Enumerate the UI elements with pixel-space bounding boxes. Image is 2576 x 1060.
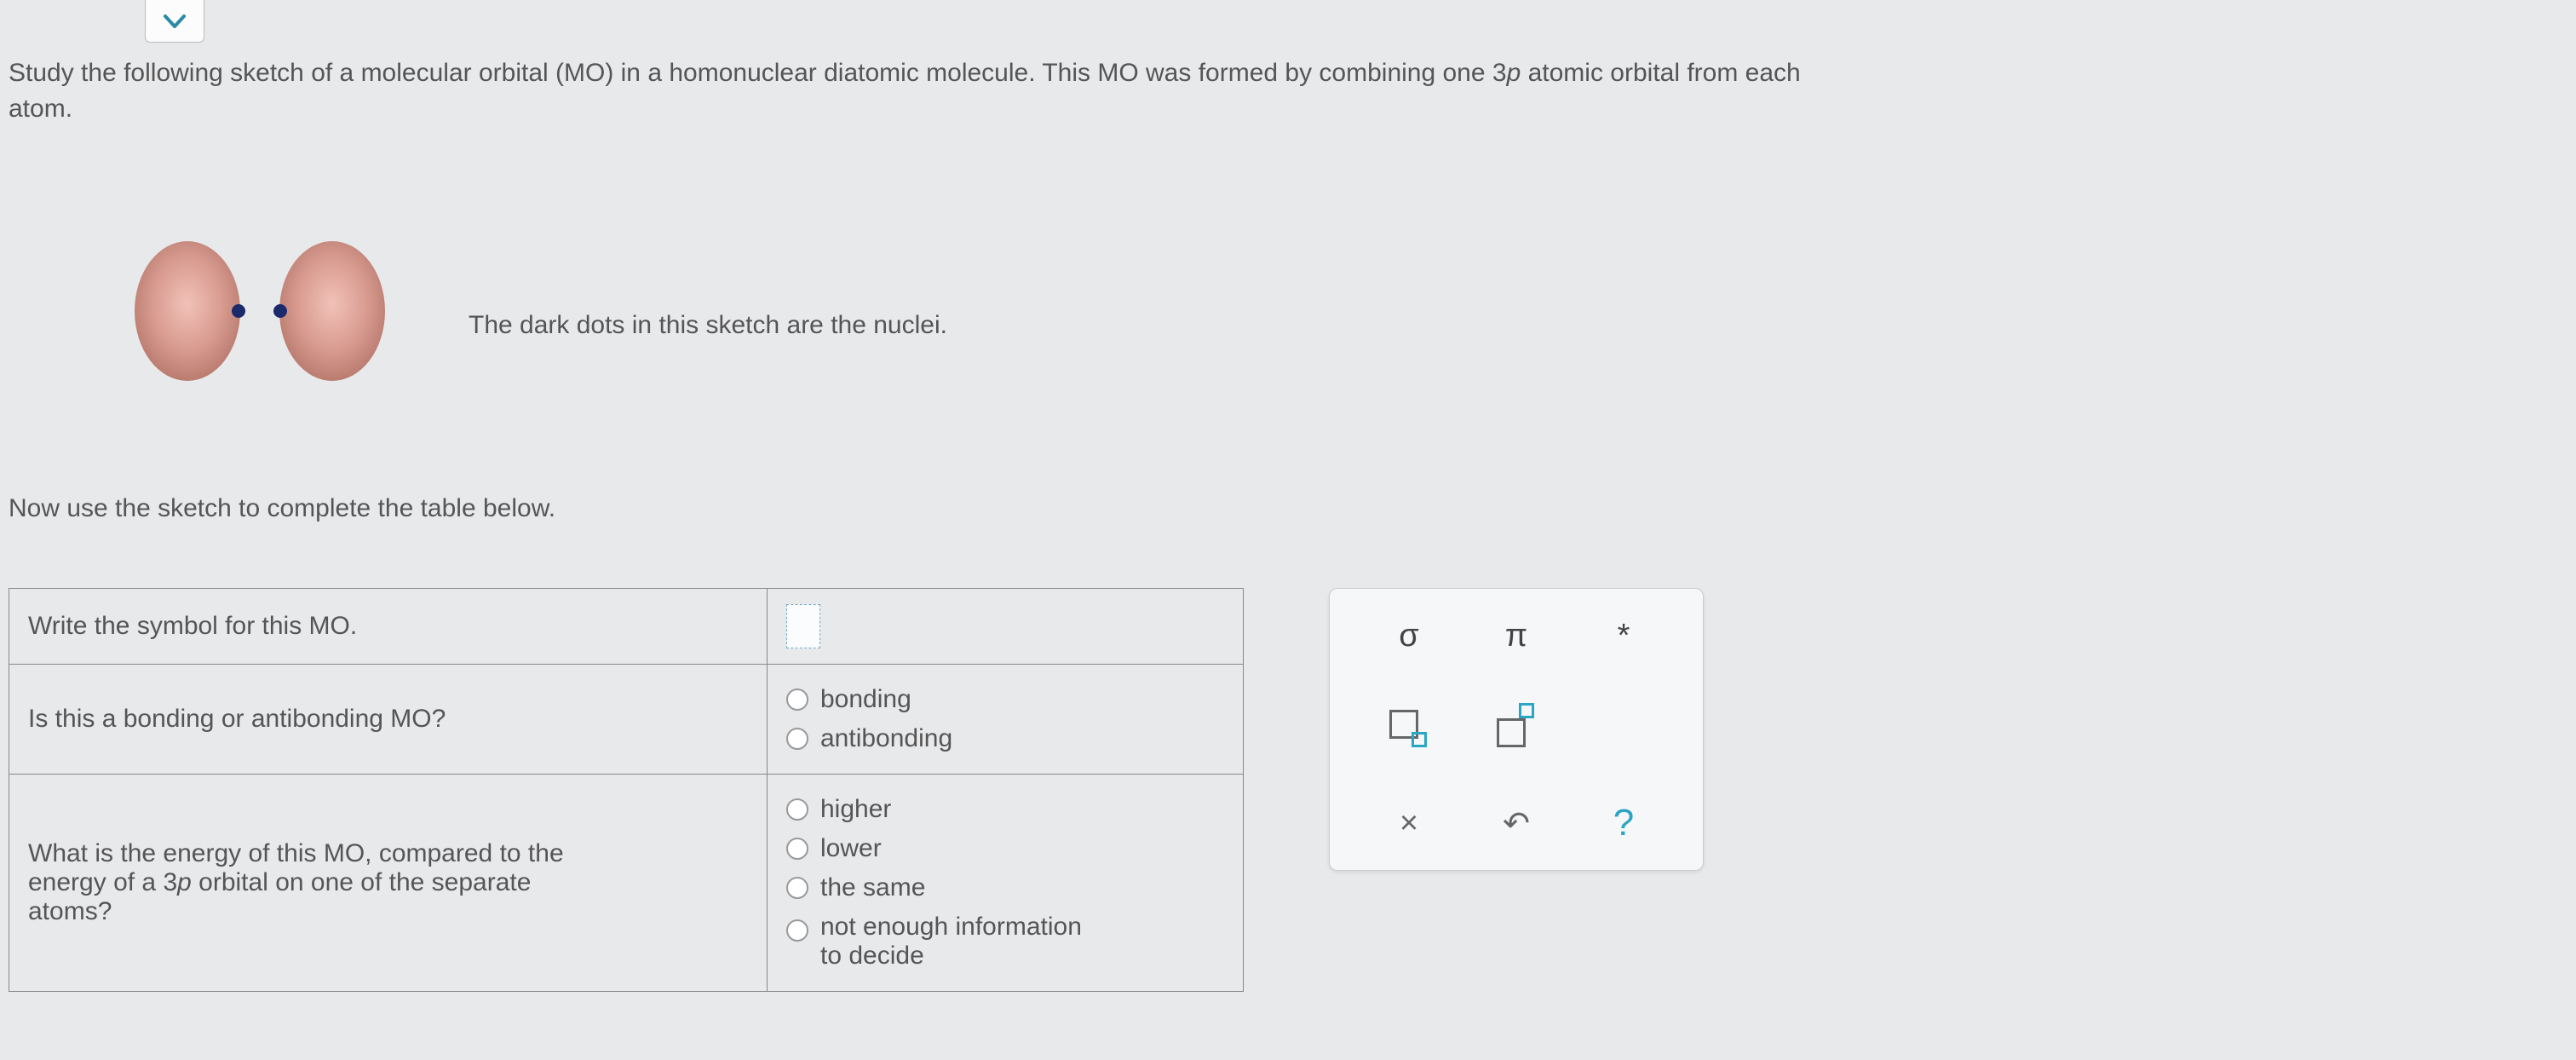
prompt-line2: atom. bbox=[9, 95, 72, 123]
table-row: Write the symbol for this MO. bbox=[9, 589, 1244, 665]
x-icon: × bbox=[1400, 805, 1418, 842]
chevron-down-icon bbox=[162, 13, 187, 30]
q2-answer-cell: bonding antibonding bbox=[768, 665, 1244, 775]
q2-label: Is this a bonding or antibonding MO? bbox=[9, 665, 768, 775]
undo-icon: ↶ bbox=[1503, 804, 1530, 843]
q3-option-same[interactable]: the same bbox=[786, 868, 1224, 907]
subscript-icon bbox=[1389, 710, 1429, 749]
palette-clear-button[interactable]: × bbox=[1379, 802, 1439, 844]
option-label-line1: not enough information bbox=[820, 913, 1082, 941]
orbital-sketch bbox=[119, 226, 409, 396]
palette-pi-button[interactable]: π bbox=[1486, 614, 1546, 657]
answer-table: Write the symbol for this MO. Is this a … bbox=[9, 588, 1244, 992]
q3-line3: atoms? bbox=[28, 897, 112, 925]
palette-star-button[interactable]: * bbox=[1594, 614, 1653, 657]
radio-icon bbox=[786, 919, 808, 942]
q2-option-bonding[interactable]: bonding bbox=[786, 680, 1224, 719]
sigma-icon: σ bbox=[1399, 618, 1418, 654]
question-prompt: Study the following sketch of a molecula… bbox=[9, 55, 2564, 127]
q3-3p-p: p bbox=[177, 868, 192, 896]
option-label: bonding bbox=[820, 685, 911, 714]
palette-help-button[interactable]: ? bbox=[1594, 802, 1653, 844]
option-label: the same bbox=[820, 873, 925, 902]
radio-icon bbox=[786, 838, 808, 860]
q3-line1: What is the energy of this MO, compared … bbox=[28, 839, 564, 867]
q1-answer-cell bbox=[768, 589, 1244, 665]
prompt-3p-p: p bbox=[1507, 59, 1521, 87]
q3-option-higher[interactable]: higher bbox=[786, 790, 1224, 829]
q2-option-antibonding[interactable]: antibonding bbox=[786, 719, 1224, 758]
q3-option-notenough[interactable]: not enough information to decide bbox=[786, 907, 1224, 976]
prompt-line1b: atomic orbital from each bbox=[1521, 59, 1800, 87]
radio-icon bbox=[786, 877, 808, 899]
radio-icon bbox=[786, 728, 808, 750]
instruction-text: Now use the sketch to complete the table… bbox=[9, 494, 555, 523]
sketch-caption: The dark dots in this sketch are the nuc… bbox=[469, 311, 947, 340]
star-icon: * bbox=[1618, 618, 1630, 654]
q3-option-lower[interactable]: lower bbox=[786, 829, 1224, 868]
radio-icon bbox=[786, 688, 808, 711]
option-label-line2: to decide bbox=[820, 942, 924, 970]
q3-answer-cell: higher lower the same not enough informa… bbox=[768, 775, 1244, 992]
table-row: Is this a bonding or antibonding MO? bon… bbox=[9, 665, 1244, 775]
help-icon: ? bbox=[1613, 802, 1634, 844]
superscript-icon bbox=[1497, 710, 1536, 749]
symbol-palette: σ π * × ↶ ? bbox=[1329, 588, 1704, 871]
radio-icon bbox=[786, 798, 808, 821]
palette-superscript-button[interactable] bbox=[1486, 708, 1546, 751]
palette-undo-button[interactable]: ↶ bbox=[1486, 802, 1546, 844]
dropdown-toggle[interactable] bbox=[145, 0, 204, 43]
palette-sigma-button[interactable]: σ bbox=[1379, 614, 1439, 657]
q3-line2b: orbital on one of the separate bbox=[192, 868, 532, 896]
option-label: antibonding bbox=[820, 724, 952, 753]
pi-icon: π bbox=[1505, 618, 1527, 654]
table-row: What is the energy of this MO, compared … bbox=[9, 775, 1244, 992]
q3-line2a: energy of a 3 bbox=[28, 868, 177, 896]
q3-label: What is the energy of this MO, compared … bbox=[9, 775, 768, 992]
palette-empty bbox=[1594, 708, 1653, 751]
option-label: not enough information to decide bbox=[820, 913, 1082, 971]
q1-label: Write the symbol for this MO. bbox=[9, 589, 768, 665]
symbol-input[interactable] bbox=[786, 604, 820, 648]
option-label: lower bbox=[820, 834, 882, 863]
prompt-line1a: Study the following sketch of a molecula… bbox=[9, 59, 1507, 87]
option-label: higher bbox=[820, 795, 891, 824]
palette-subscript-button[interactable] bbox=[1379, 708, 1439, 751]
